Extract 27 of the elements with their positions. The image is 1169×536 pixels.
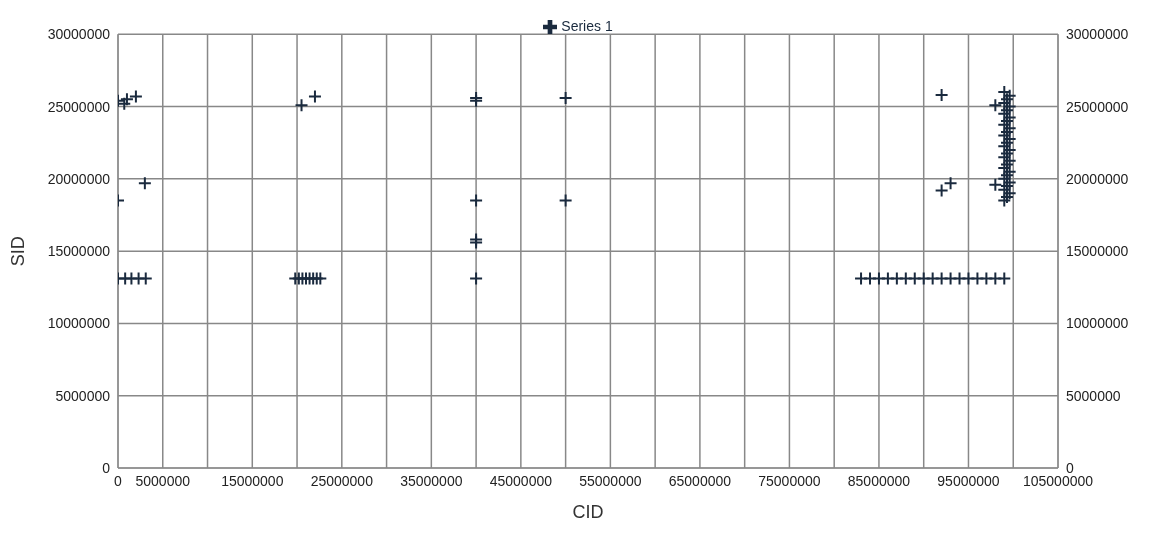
y-tick-label: 30000000 bbox=[47, 26, 111, 43]
x-tick-label: 5000000 bbox=[135, 472, 191, 489]
y2-tick-label: 10000000 bbox=[1066, 315, 1129, 332]
x-axis-title: CID bbox=[572, 502, 604, 522]
x-tick-label: 85000000 bbox=[847, 472, 911, 489]
y-tick-label: 5000000 bbox=[55, 387, 111, 404]
y2-tick-label: 30000000 bbox=[1066, 26, 1129, 43]
y-tick-label: 25000000 bbox=[47, 98, 111, 115]
x-tick-label: 25000000 bbox=[310, 472, 374, 489]
x-tick-label: 75000000 bbox=[758, 472, 821, 489]
y-tick-label: 20000000 bbox=[47, 170, 111, 187]
y2-tick-label: 20000000 bbox=[1066, 170, 1129, 187]
y2-tick-label: 25000000 bbox=[1066, 98, 1129, 115]
x-tick-label: 0 bbox=[114, 472, 123, 489]
x-tick-label: 65000000 bbox=[668, 472, 732, 489]
legend-label: Series 1 bbox=[561, 18, 613, 34]
x-tick-label: 35000000 bbox=[400, 472, 463, 489]
x-tick-label: 55000000 bbox=[579, 472, 642, 489]
y2-tick-label: 15000000 bbox=[1066, 243, 1129, 260]
y-axis-title: SID bbox=[8, 236, 29, 267]
y-tick-label: 0 bbox=[102, 459, 111, 476]
x-tick-label: 45000000 bbox=[489, 472, 553, 489]
x-tick-label: 95000000 bbox=[937, 472, 1000, 489]
x-tick-label: 15000000 bbox=[221, 472, 284, 489]
y-tick-label: 15000000 bbox=[47, 243, 111, 260]
y-tick-label: 10000000 bbox=[47, 315, 111, 332]
y2-tick-label: 5000000 bbox=[1066, 387, 1121, 404]
